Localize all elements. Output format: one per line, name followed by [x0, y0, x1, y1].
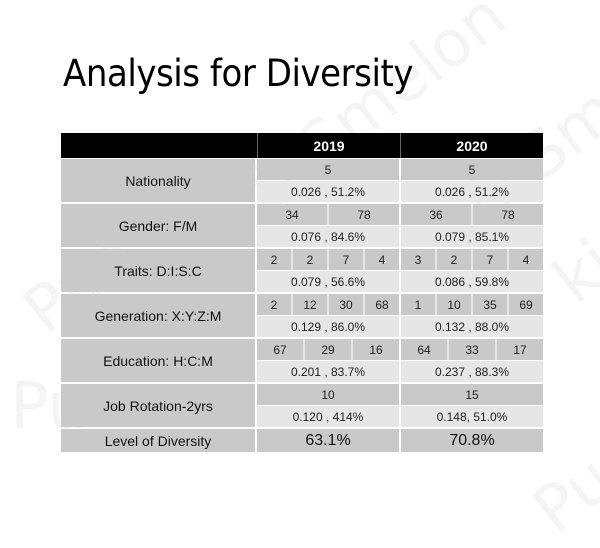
header-cell-2019: 2019 [258, 133, 401, 158]
stats-value: 0.237 , 88.3% [434, 364, 510, 379]
stats-value: 0.076 , 84.6% [290, 229, 366, 244]
table-row-education: Education: H:C:M 67 29 16 0.201 , 83.7% … [61, 339, 543, 382]
count-value: 36 [429, 207, 443, 222]
diversity-table: 2019 2020 Nationality 5 0.026 , 51.2% 5 … [61, 133, 543, 454]
count-value: 5 [324, 162, 332, 177]
table-header-row: 2019 2020 [61, 133, 543, 158]
stats-value: 0.129 , 86.0% [290, 319, 366, 334]
stats-value: 0.079 , 56.6% [290, 274, 366, 289]
year-2020-cell: 1 10 35 69 0.132 , 88.0% [401, 294, 543, 337]
count-value: 78 [327, 204, 399, 225]
table-row-job-rotation: Job Rotation-2yrs 10 0.120 , 414% 15 0.1… [61, 384, 543, 427]
count-value: 7 [471, 249, 507, 270]
stats-value: 0.132 , 88.0% [434, 319, 510, 334]
header-cell-blank [61, 133, 258, 158]
count-value: 16 [351, 339, 399, 360]
year-2019-cell: 10 0.120 , 414% [257, 384, 399, 427]
count-value: 35 [471, 294, 507, 315]
watermark-text: kin [540, 201, 600, 318]
count-value: 64 [417, 342, 431, 357]
year-2020-cell: 15 0.148, 51.0% [401, 384, 543, 427]
header-cell-2020: 2020 [456, 137, 488, 154]
count-value: 7 [327, 249, 363, 270]
count-value: 67 [273, 342, 287, 357]
stats-value: 0.026 , 51.2% [290, 184, 366, 199]
count-value: 17 [495, 339, 543, 360]
count-value: 69 [507, 294, 543, 315]
year-2020-cell: 5 0.026 , 51.2% [401, 159, 543, 202]
row-label: Level of Diversity [61, 429, 255, 452]
count-value: 78 [471, 204, 543, 225]
row-label: Generation: X:Y:Z:M [61, 294, 255, 337]
count-value: 68 [363, 294, 399, 315]
table-row-level-of-diversity: Level of Diversity 63.1% 70.8% [61, 429, 543, 452]
row-label: Education: H:C:M [61, 339, 255, 382]
count-value: 34 [285, 207, 299, 222]
count-value: 15 [465, 387, 479, 402]
count-value: 30 [327, 294, 363, 315]
stats-value: 0.148, 51.0% [436, 409, 508, 424]
year-2020-cell: 64 33 17 0.237 , 88.3% [401, 339, 543, 382]
year-2019-cell: 2 12 30 68 0.129 , 86.0% [257, 294, 399, 337]
count-value: 2 [291, 249, 327, 270]
year-2019-cell: 67 29 16 0.201 , 83.7% [257, 339, 399, 382]
row-label: Nationality [61, 159, 255, 202]
count-value: 4 [507, 249, 543, 270]
stats-value: 0.079 , 85.1% [434, 229, 510, 244]
row-label: Traits: D:I:S:C [61, 249, 255, 292]
table-row-gender: Gender: F/M 34 78 0.076 , 84.6% 36 78 0.… [61, 204, 543, 247]
count-value: 3 [414, 252, 422, 267]
count-value: 1 [414, 297, 422, 312]
year-2019-cell: 34 78 0.076 , 84.6% [257, 204, 399, 247]
row-label: Gender: F/M [61, 204, 255, 247]
count-value: 2 [435, 249, 471, 270]
year-2019-cell: 2 2 7 4 0.079 , 56.6% [257, 249, 399, 292]
page-title: Analysis for Diversity [63, 52, 414, 95]
count-value: 33 [447, 339, 495, 360]
year-2020-cell: 3 2 7 4 0.086 , 59.8% [401, 249, 543, 292]
count-value: 5 [468, 162, 476, 177]
row-label: Job Rotation-2yrs [61, 384, 255, 427]
stats-value: 0.120 , 414% [292, 409, 364, 424]
count-value: 10 [321, 387, 335, 402]
table-row-traits: Traits: D:I:S:C 2 2 7 4 0.079 , 56.6% 3 … [61, 249, 543, 292]
count-value: 2 [270, 252, 278, 267]
year-2019-cell: 5 0.026 , 51.2% [257, 159, 399, 202]
table-row-generation: Generation: X:Y:Z:M 2 12 30 68 0.129 , 8… [61, 294, 543, 337]
diversity-2020-value: 70.8% [401, 429, 543, 452]
stats-value: 0.086 , 59.8% [434, 274, 510, 289]
table-row-nationality: Nationality 5 0.026 , 51.2% 5 0.026 , 51… [61, 159, 543, 202]
count-value: 2 [270, 297, 278, 312]
count-value: 29 [303, 339, 351, 360]
stats-value: 0.201 , 83.7% [290, 364, 366, 379]
stats-value: 0.026 , 51.2% [434, 184, 510, 199]
diversity-2019-value: 63.1% [257, 429, 399, 452]
count-value: 12 [291, 294, 327, 315]
year-2020-cell: 36 78 0.079 , 85.1% [401, 204, 543, 247]
count-value: 4 [363, 249, 399, 270]
count-value: 10 [435, 294, 471, 315]
